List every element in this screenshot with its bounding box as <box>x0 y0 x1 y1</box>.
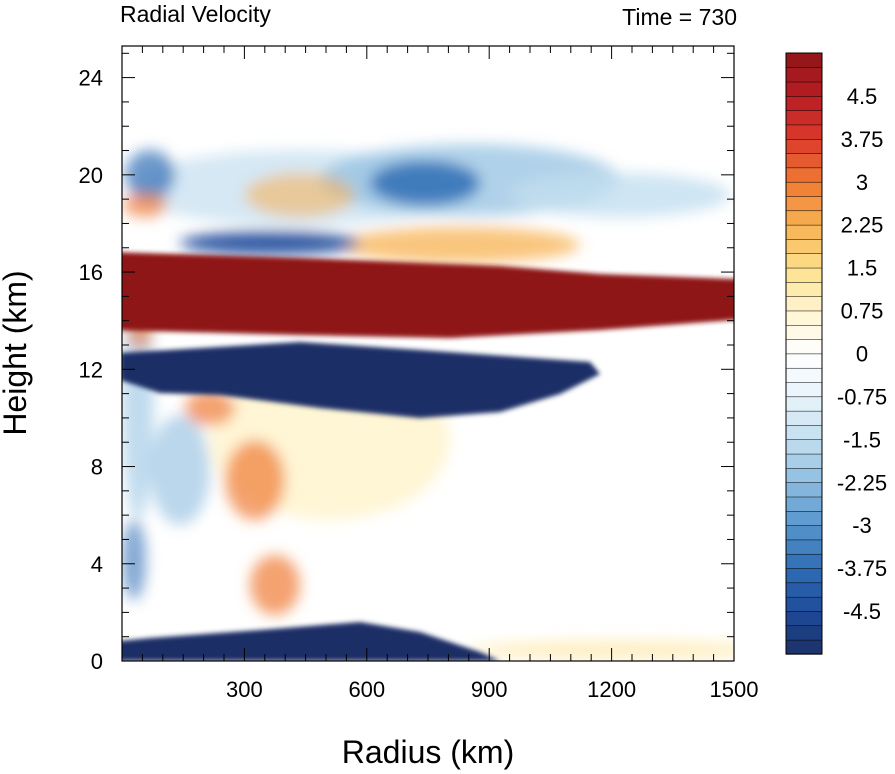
y-axis-ticks: 0 4 8 12 16 20 24 <box>79 52 734 674</box>
heatmap-blob-upper-blue-core <box>370 161 480 205</box>
boundary-inflow-navy <box>122 622 500 661</box>
colorbar-box <box>785 424 823 441</box>
colorbar-box <box>785 324 823 340</box>
colorbar-box <box>785 167 823 183</box>
colorbar-box <box>785 524 823 541</box>
y-tick-label: 24 <box>79 66 103 91</box>
colorbar-label: -2.25 <box>837 470 887 495</box>
colorbar-box <box>785 410 823 426</box>
colorbar-box <box>785 367 823 383</box>
x-tick-label: 900 <box>471 677 508 702</box>
colorbar-label: 1.5 <box>847 256 878 281</box>
heatmap-blob-lower-orange-1 <box>225 440 285 520</box>
x-axis-label: Radius (km) <box>342 734 514 770</box>
outflow-jet-red <box>122 252 734 338</box>
colorbar-box <box>785 81 823 97</box>
x-tick-label: 1200 <box>587 677 636 702</box>
y-tick-label: 20 <box>79 163 103 188</box>
colorbar-box <box>785 267 823 283</box>
colorbar-box <box>785 510 823 526</box>
colorbar-box <box>785 109 823 126</box>
chart-title-right: Time = 730 <box>622 4 737 30</box>
colorbar-box <box>785 52 823 68</box>
colorbar-box <box>785 482 823 498</box>
colorbar-label: 0 <box>856 342 868 367</box>
colorbar-box <box>785 253 823 269</box>
colorbar-box <box>785 124 823 140</box>
colorbar-box <box>785 539 823 555</box>
colorbar-box <box>785 195 823 212</box>
colorbar-box <box>785 310 823 326</box>
colorbar-box <box>785 625 823 641</box>
eyewall-column-red <box>84 232 108 661</box>
colorbar-box <box>785 439 823 455</box>
colorbar-box <box>785 610 823 627</box>
x-tick-label: 1500 <box>710 677 759 702</box>
inflow-core-navy <box>122 342 600 418</box>
x-axis-ticks: 300 600 900 1200 1500 <box>141 46 759 702</box>
heatmap-blob-lower-orange-2 <box>250 555 300 615</box>
heatmap-blob-inner-blue-low <box>122 520 146 600</box>
colorbar-box <box>785 567 823 584</box>
colorbar-box <box>785 596 823 612</box>
colorbar-box <box>785 67 823 83</box>
heatmap-blob-navy-above-outflow <box>180 231 360 255</box>
y-axis-label: Height (km) <box>0 270 33 435</box>
colorbar-box <box>785 381 823 398</box>
colorbar-box <box>785 95 823 111</box>
colorbar-frame <box>785 52 823 655</box>
y-tick-label: 8 <box>91 455 103 480</box>
y-tick-label: 12 <box>79 357 103 382</box>
colorbar-label: 3 <box>856 170 868 195</box>
colorbar-box <box>785 582 823 598</box>
colorbar-label: 2.25 <box>841 213 884 238</box>
colorbar-box <box>785 639 823 655</box>
heatmap-blob-orange-above-outflow <box>340 227 580 263</box>
colorbar-label: -3.75 <box>837 556 887 581</box>
colorbar-label: 0.75 <box>841 299 884 324</box>
y-tick-label: 4 <box>91 552 103 577</box>
colorbar-box <box>785 224 823 240</box>
heatmap-blob-surface-yellow <box>470 640 734 660</box>
x-tick-label: 600 <box>348 677 385 702</box>
heatmap-field <box>84 144 734 661</box>
colorbar-box <box>785 281 823 297</box>
colorbar: 4.5 3.75 3 2.25 1.5 0.75 0 -0.75 -1.5 -2.25 -3 -3.7… <box>785 52 887 655</box>
colorbar-box <box>785 467 823 483</box>
colorbar-label: -4.5 <box>843 599 881 624</box>
colorbar-box <box>785 353 823 369</box>
heatmap-blob-upper-blue-right <box>510 173 730 217</box>
colorbar-label: -3 <box>852 513 872 538</box>
heatmap-blob-lower-blue <box>150 415 210 525</box>
colorbar-box <box>785 181 823 197</box>
colorbar-box <box>785 496 823 512</box>
y-tick-label: 16 <box>79 260 103 285</box>
colorbar-box <box>785 210 823 226</box>
heatmap-blob-upper-orange <box>245 173 355 217</box>
heatmap-blob-lower-orange-3 <box>185 390 235 426</box>
colorbar-label: 4.5 <box>847 84 878 109</box>
heatmap-blob-inner-orange-top <box>123 193 167 217</box>
colorbar-box <box>785 138 823 154</box>
y-tick-label: 0 <box>91 649 103 674</box>
chart-title-left: Radial Velocity <box>120 1 271 27</box>
colorbar-box <box>785 453 823 469</box>
colorbar-box <box>785 152 823 169</box>
colorbar-box <box>785 238 823 254</box>
colorbar-label: -1.5 <box>843 427 881 452</box>
colorbar-box <box>785 553 823 569</box>
colorbar-label: -0.75 <box>837 384 887 409</box>
colorbar-box <box>785 396 823 412</box>
colorbar-label: 3.75 <box>841 127 884 152</box>
colorbar-box <box>785 296 823 312</box>
heatmap-blob-inner-blue-top <box>125 150 175 200</box>
x-tick-label: 300 <box>226 677 263 702</box>
colorbar-box <box>785 338 823 355</box>
